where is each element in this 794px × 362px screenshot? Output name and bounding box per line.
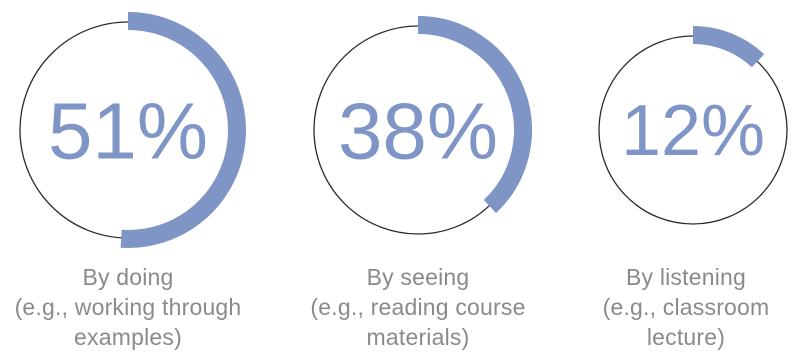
- progress-arc-by-doing: [120, 12, 246, 248]
- caption-example: (e.g., working through: [14, 294, 242, 320]
- chart-item-by-listening: 12% By listening (e.g., classroom lectur…: [572, 0, 794, 362]
- chart-item-by-doing: 51% By doing (e.g., working through exam…: [6, 0, 266, 362]
- caption-by-seeing: By seeing (e.g., reading course material…: [288, 262, 548, 352]
- ring-chart-by-listening: 12%: [598, 26, 788, 225]
- caption-example-cont: lecture): [646, 324, 726, 350]
- chart-item-by-seeing: 38% By seeing (e.g., reading course mate…: [290, 0, 550, 362]
- caption-example: (e.g., classroom: [602, 294, 770, 320]
- caption-by-listening: By listening (e.g., classroom lecture): [556, 262, 794, 352]
- progress-arc-by-listening: [692, 26, 765, 68]
- progress-arc-by-seeing: [417, 16, 532, 214]
- caption-by-doing: By doing (e.g., working through examples…: [0, 262, 258, 352]
- percent-label-by-seeing: 38%: [338, 87, 498, 176]
- caption-example: (e.g., reading course: [310, 294, 526, 320]
- caption-example-cont: materials): [366, 324, 470, 350]
- percent-label-by-doing: 51%: [48, 87, 208, 176]
- percent-label-by-listening: 12%: [621, 91, 765, 171]
- caption-title: By listening: [625, 264, 747, 290]
- ring-chart-by-seeing: 38%: [313, 16, 532, 235]
- ring-chart-by-doing: 51%: [19, 12, 246, 248]
- caption-example-cont: examples): [74, 324, 182, 350]
- caption-title: By seeing: [366, 264, 470, 290]
- caption-title: By doing: [82, 264, 174, 290]
